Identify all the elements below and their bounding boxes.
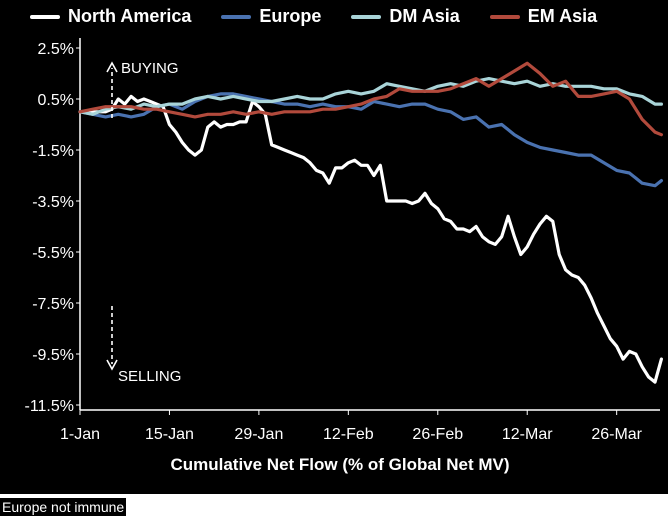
buying-label: BUYING <box>121 60 179 77</box>
line-chart: 2.5% 0.5% -1.5% -3.5% -5.5% -7.5% -9.5% -11.5% 1… <box>24 38 663 474</box>
buying-arrow-head <box>106 61 118 73</box>
legend-label-dm-asia: DM Asia <box>389 6 460 26</box>
x-tick-label: 1-Jan <box>60 426 100 443</box>
caption: Europe not immune <box>0 498 127 516</box>
x-tick-label: 29-Jan <box>234 426 283 443</box>
axes: 2.5% 0.5% -1.5% -3.5% -5.5% -7.5% -9.5% -11.5% 1… <box>24 38 660 443</box>
y-tick-label: -9.5% <box>32 347 74 364</box>
legend-label-em-asia: EM Asia <box>527 6 598 26</box>
x-tick-label: 26-Mar <box>591 426 642 443</box>
series-line-europe <box>78 92 663 188</box>
y-tick-label: -7.5% <box>32 296 74 313</box>
chart-legend: North America Europe DM Asia EM Asia <box>30 6 597 27</box>
y-tick-label: -11.5% <box>24 398 74 415</box>
x-axis-title: Cumulative Net Flow (% of Global Net MV) <box>170 455 509 474</box>
annotations: BUYING SELLING <box>106 60 181 385</box>
legend-label-europe: Europe <box>259 6 322 26</box>
x-tick-label: 26-Feb <box>412 426 463 443</box>
legend-label-north-america: North America <box>68 6 192 26</box>
legend-entry-north-america: North America <box>30 6 191 27</box>
y-tick-label: 2.5% <box>38 41 74 58</box>
y-tick-label: -1.5% <box>32 143 74 160</box>
y-tick-label: 0.5% <box>38 92 74 109</box>
legend-swatch-europe <box>221 14 252 19</box>
selling-arrow-head <box>106 359 118 371</box>
y-tick-label: -3.5% <box>32 194 74 211</box>
series-lines <box>78 61 663 384</box>
legend-swatch-em-asia <box>489 14 520 19</box>
x-tick-label: 12-Mar <box>502 426 553 443</box>
chart-figure: North America Europe DM Asia EM Asia 2.5… <box>0 0 668 494</box>
legend-swatch-north-america <box>30 14 60 19</box>
y-tick-label: -5.5% <box>32 245 74 262</box>
series-line-dm-asia <box>78 77 663 116</box>
x-tick-label: 15-Jan <box>145 426 194 443</box>
legend-swatch-dm-asia <box>351 14 382 19</box>
series-line-north-america <box>78 94 663 384</box>
legend-entry-europe: Europe <box>221 6 321 27</box>
legend-entry-dm-asia: DM Asia <box>351 6 460 27</box>
x-tick-label: 12-Feb <box>323 426 374 443</box>
series-line-em-asia <box>78 61 663 137</box>
selling-label: SELLING <box>118 368 181 385</box>
legend-entry-em-asia: EM Asia <box>489 6 598 27</box>
